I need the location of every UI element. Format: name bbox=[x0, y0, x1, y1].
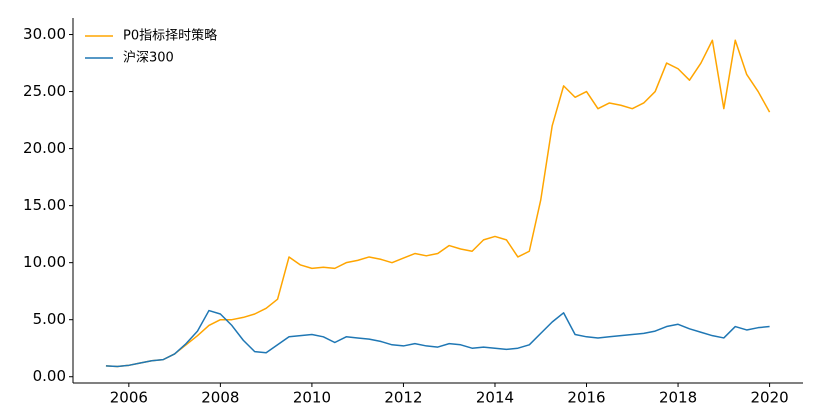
x-tick-label: 2008 bbox=[201, 389, 239, 407]
y-tick-label: 25.00 bbox=[23, 82, 66, 100]
y-tick-label: 0.00 bbox=[33, 367, 66, 385]
x-tick-label: 2010 bbox=[293, 389, 331, 407]
y-tick-label: 5.00 bbox=[33, 310, 66, 328]
y-tick-label: 10.00 bbox=[23, 253, 66, 271]
series-line bbox=[105, 309, 770, 368]
series-line bbox=[105, 39, 771, 368]
legend-label: P0指标择时策略 bbox=[123, 28, 217, 44]
x-tick-label: 2016 bbox=[567, 389, 605, 407]
legend-label: 沪深300 bbox=[123, 50, 174, 66]
x-tick-label: 2012 bbox=[384, 389, 422, 407]
y-tick-label: 15.00 bbox=[23, 196, 66, 214]
x-tick-label: 2020 bbox=[750, 389, 788, 407]
y-tick-label: 30.00 bbox=[23, 25, 66, 43]
x-tick-label: 2018 bbox=[659, 389, 697, 407]
y-tick-label: 20.00 bbox=[23, 139, 66, 157]
x-tick-label: 2006 bbox=[110, 389, 148, 407]
x-tick-label: 2014 bbox=[476, 389, 514, 407]
